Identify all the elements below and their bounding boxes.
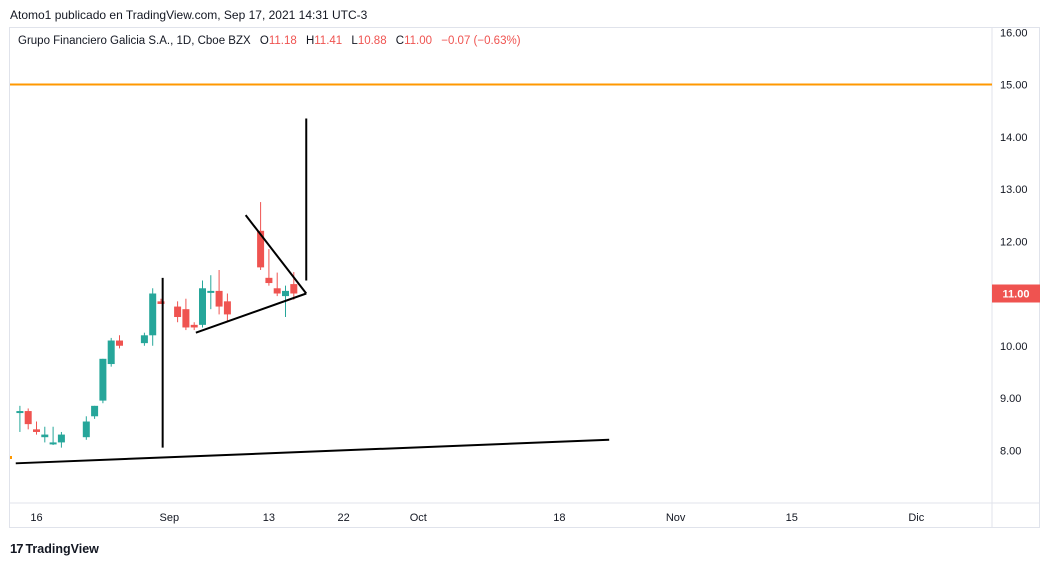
candle-body [207,290,215,293]
candle-body [107,340,115,365]
candle-body [149,293,157,336]
symbol-label[interactable]: Grupo Financiero Galicia S.A., 1D, Cboe … [18,35,251,47]
low-label: L [351,35,358,47]
candle-body [99,358,107,401]
y-tick-label: 16.00 [1000,27,1028,39]
trendline-bottom [15,438,610,465]
candle-body [223,301,231,315]
candle-body [265,277,273,284]
candle-body [140,335,148,344]
x-tick-label: Nov [666,512,686,524]
x-tick-label: 13 [263,512,275,524]
x-tick-label: Dic [908,512,924,524]
footer-brand[interactable]: 17 TradingView [10,541,99,556]
candle-body [190,324,198,328]
open-value: 11.18 [268,35,297,47]
candle-body [257,230,265,268]
candle-body [91,405,99,417]
x-tick-label: Oct [410,512,427,524]
change-value: −0.07 (−0.63%) [441,35,521,47]
y-tick-label: 12.00 [1000,236,1028,248]
triangle-upper [244,214,308,295]
candle-body [157,301,165,304]
candle-body [273,288,281,294]
candle-body [49,442,57,445]
candle-body [282,290,289,297]
candle-body [199,288,206,325]
open-label: O [259,35,269,47]
candle-body [41,434,49,438]
last-price-label: 11.00 [1003,289,1030,301]
candle-body [182,309,190,328]
candle-body [33,429,40,432]
candle-body [215,290,223,307]
orange-edge-marker [10,456,12,459]
close-value: 11.00 [404,35,433,47]
candle-body [57,434,65,443]
close-label: C [395,35,405,47]
published-line: Atomo1 publicado en TradingView.com, Sep… [10,8,368,22]
y-tick-label: 14.00 [1000,132,1028,144]
high-label: H [305,35,315,47]
candle-body [174,306,182,318]
y-tick-label: 10.00 [1000,341,1028,353]
candle-body [16,411,24,414]
chart-legend: Grupo Financiero Galicia S.A., 1D, Cboe … [18,35,527,47]
chart-frame[interactable] [9,27,1040,528]
brand-label: TradingView [25,541,99,556]
candle-body [82,421,90,438]
candle-body [290,284,298,294]
low-value: 10.88 [357,35,387,47]
high-value: 11.41 [314,35,343,47]
x-tick-label: 15 [786,512,798,524]
triangle-lower [195,292,307,334]
y-tick-label: 13.00 [1000,184,1028,196]
last-price-badge [992,284,1040,303]
x-tick-label: Sep [160,512,180,524]
candle-body [116,340,123,346]
y-tick-label: 9.00 [1000,393,1021,405]
y-tick-label: 8.00 [1000,445,1021,457]
x-tick-label: 16 [30,512,42,524]
x-tick-label: 18 [553,512,565,524]
y-tick-label: 15.00 [1000,80,1028,92]
candle-body [24,411,32,425]
tradingview-logo-icon: 17 [10,541,24,556]
x-tick-label: 22 [337,512,349,524]
